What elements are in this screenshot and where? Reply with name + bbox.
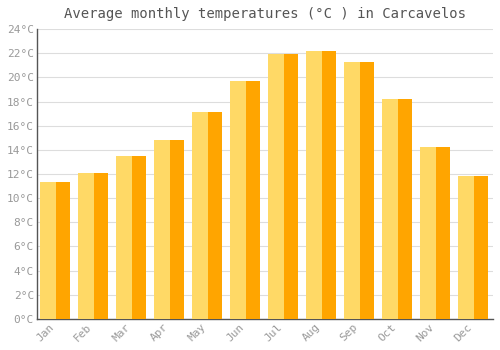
Title: Average monthly temperatures (°C ) in Carcavelos: Average monthly temperatures (°C ) in Ca… — [64, 7, 466, 21]
Bar — [232, 81, 260, 319]
Bar — [384, 99, 412, 319]
Bar — [460, 176, 488, 319]
Bar — [306, 51, 322, 319]
Bar — [118, 156, 146, 319]
Bar — [308, 51, 336, 319]
Bar — [268, 54, 284, 319]
Bar — [382, 99, 398, 319]
Bar — [346, 62, 374, 319]
Bar — [40, 182, 56, 319]
Bar — [80, 173, 108, 319]
Bar — [154, 140, 170, 319]
Bar — [458, 176, 474, 319]
Bar — [192, 112, 208, 319]
Bar — [270, 54, 298, 319]
Bar — [156, 140, 184, 319]
Bar — [344, 62, 360, 319]
Bar — [78, 173, 94, 319]
Bar — [194, 112, 222, 319]
Bar — [420, 147, 436, 319]
Bar — [422, 147, 450, 319]
Bar — [230, 81, 246, 319]
Bar — [116, 156, 132, 319]
Bar — [42, 182, 70, 319]
